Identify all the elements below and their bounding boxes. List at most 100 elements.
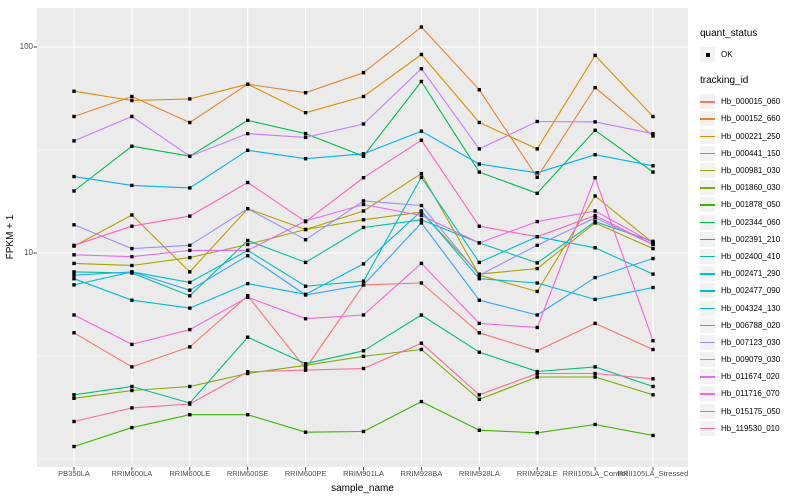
data-point: [593, 209, 597, 213]
data-point: [361, 313, 366, 317]
data-point: [72, 223, 76, 227]
data-point: [593, 219, 597, 224]
data-point: [535, 349, 539, 353]
data-point: [477, 260, 481, 265]
data-point: [188, 413, 192, 417]
legend-key-box: [700, 352, 715, 368]
legend-item-Hb_011716_070: Hb_011716_070: [700, 385, 800, 402]
data-point: [651, 114, 655, 119]
legend-label: Hb_009079_030: [721, 355, 781, 365]
data-point: [246, 295, 250, 299]
data-point: [246, 207, 250, 211]
data-point: [188, 270, 192, 274]
legend-label: Hb_119530_010: [721, 423, 780, 433]
legend-item-Hb_000981_030: Hb_000981_030: [700, 162, 800, 179]
data-point: [130, 365, 134, 369]
data-point: [361, 354, 366, 358]
data-point: [419, 341, 424, 345]
data-point: [419, 213, 424, 218]
legend-item-Hb_000221_250: Hb_000221_250: [700, 128, 800, 145]
data-point: [593, 422, 597, 427]
y-tick-label-10: 10: [24, 248, 33, 257]
data-point: [419, 25, 424, 29]
data-point: [72, 270, 76, 274]
x-tick-label: RRII105LA_Stressed: [617, 469, 689, 478]
series-line-key-icon: [700, 324, 715, 327]
data-point: [477, 241, 481, 245]
data-point: [651, 134, 655, 138]
data-point: [593, 246, 597, 250]
data-point: [130, 263, 134, 268]
data-point: [651, 285, 655, 290]
series-line-key-icon: [700, 118, 715, 120]
legend-key-box: [700, 111, 715, 127]
data-points-Hb_006788_020: [72, 221, 655, 317]
data-point: [303, 317, 308, 321]
data-point: [130, 406, 134, 410]
data-point: [361, 199, 366, 203]
data-point: [419, 175, 424, 179]
series-line-key-icon: [700, 376, 715, 378]
data-point: [72, 331, 76, 335]
y-tick-label-100: 100: [19, 42, 33, 51]
data-point: [477, 393, 481, 397]
series-line-key-icon: [700, 170, 715, 172]
data-point: [651, 246, 655, 251]
data-point: [477, 170, 481, 174]
data-point: [477, 331, 481, 335]
legend-key-box: [700, 248, 715, 264]
data-point: [130, 114, 134, 119]
legend-item-Hb_002471_290: Hb_002471_290: [700, 265, 800, 282]
legend-label: Hb_000152_660: [721, 114, 781, 124]
tracking-id-legend-items: Hb_000015_060 Hb_000152_660 Hb_000221_250 H…: [700, 93, 800, 437]
data-point: [246, 254, 250, 258]
data-point: [651, 384, 655, 389]
series-line-key-icon: [700, 427, 715, 430]
legend-key-box: [700, 420, 715, 436]
data-point: [188, 255, 192, 260]
data-points-Hb_000221_250: [72, 52, 655, 151]
data-point: [593, 297, 597, 302]
legend-item-Hb_009079_030: Hb_009079_030: [700, 351, 800, 368]
data-point: [303, 131, 308, 136]
data-point: [593, 375, 597, 379]
data-point: [72, 261, 76, 266]
data-point: [535, 191, 539, 195]
legend-key-box: [700, 266, 715, 282]
legend-label: Hb_006788_020: [721, 320, 781, 330]
legend-item-Hb_002477_090: Hb_002477_090: [700, 282, 800, 299]
data-point: [188, 327, 192, 332]
legend-key-box: [700, 403, 715, 419]
data-point: [188, 243, 192, 247]
series-line-key-icon: [700, 221, 715, 223]
x-tick-label: RRIM928LA: [458, 469, 500, 478]
series-line-key-icon: [700, 273, 715, 275]
series-line-key-icon: [700, 410, 715, 413]
data-point: [188, 384, 192, 389]
series-line-key-icon: [700, 290, 715, 292]
data-point: [246, 82, 250, 86]
data-point: [188, 97, 192, 101]
x-tick-label: RRIM901LA: [343, 469, 384, 478]
data-point: [593, 213, 597, 218]
data-point: [130, 270, 134, 274]
legend-item-Hb_011674_020: Hb_011674_020: [700, 368, 800, 385]
data-point: [130, 183, 134, 188]
data-point: [361, 262, 366, 266]
legend-item-Hb_007123_030: Hb_007123_030: [700, 334, 800, 351]
data-point: [361, 218, 366, 222]
data-point: [188, 345, 192, 349]
data-point: [651, 347, 655, 352]
legend-item-Hb_002391_210: Hb_002391_210: [700, 231, 800, 248]
data-point: [303, 227, 308, 232]
x-tick-label: PB350LA: [58, 469, 90, 478]
data-point: [130, 144, 134, 148]
data-point: [477, 88, 481, 92]
data-points-Hb_001878_050: [72, 399, 655, 449]
data-point: [419, 221, 424, 225]
data-point: [130, 255, 134, 259]
data-point: [651, 242, 655, 247]
data-point: [593, 275, 597, 280]
